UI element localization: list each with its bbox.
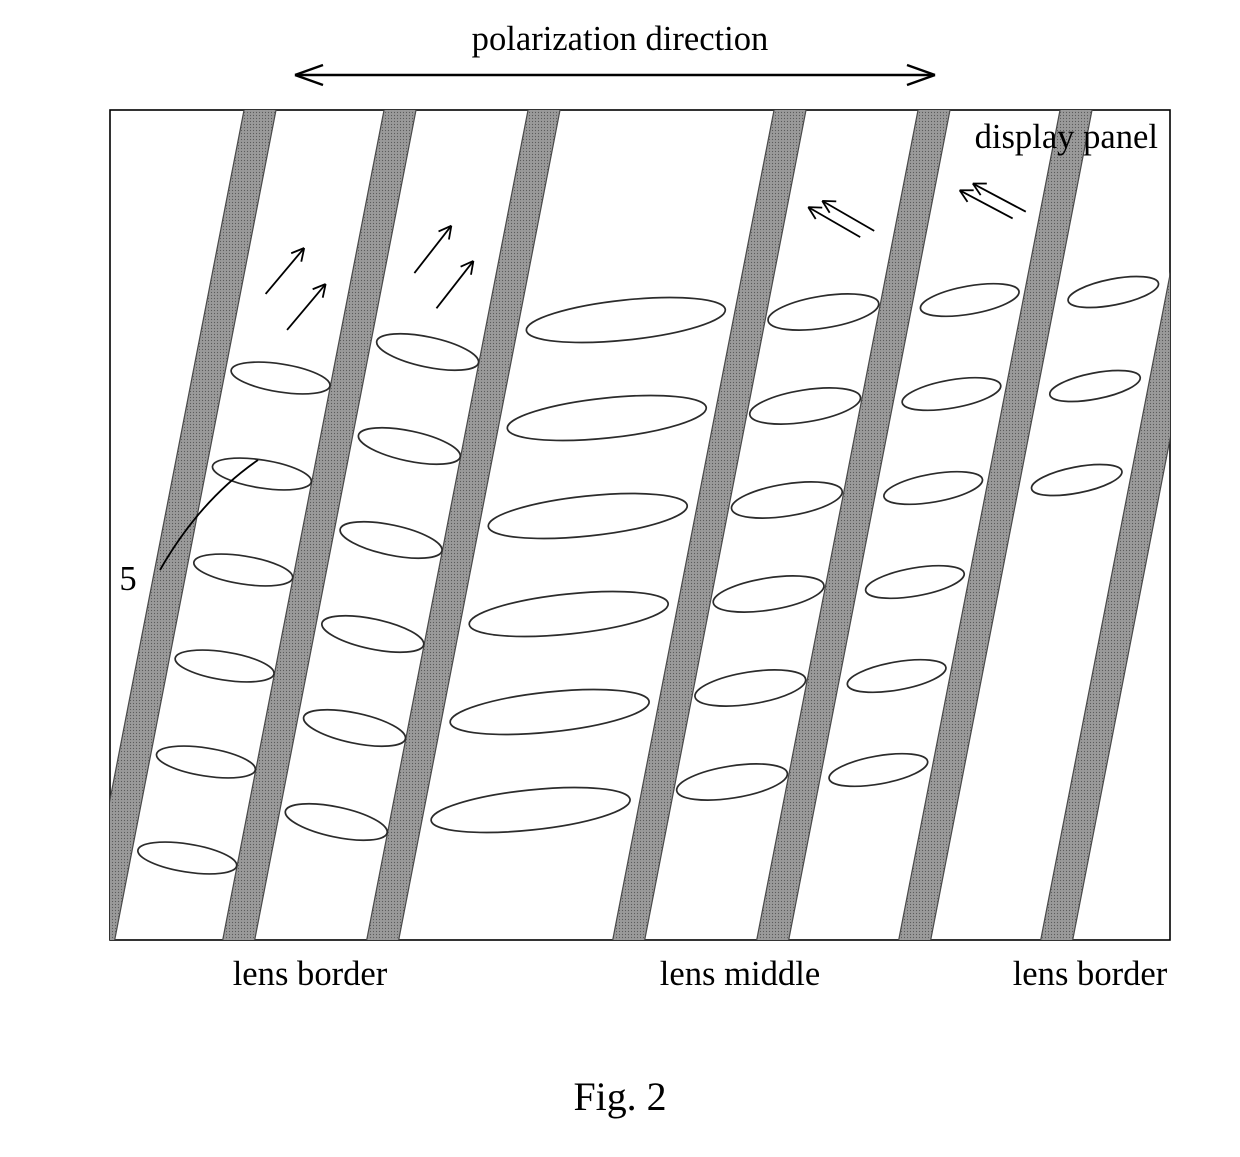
polarization-label: polarization direction: [472, 20, 769, 58]
callout-5-label: 5: [119, 560, 136, 598]
figure-label: Fig. 2: [573, 1074, 666, 1119]
lens-border-right-label: lens border: [1013, 955, 1168, 993]
lens-middle-label: lens middle: [660, 955, 820, 993]
diagram-svg: polarization direction display panel 5 lens…: [0, 0, 1240, 1157]
display-panel-label: display panel: [975, 118, 1158, 156]
lens-border-left-label: lens border: [233, 955, 388, 993]
